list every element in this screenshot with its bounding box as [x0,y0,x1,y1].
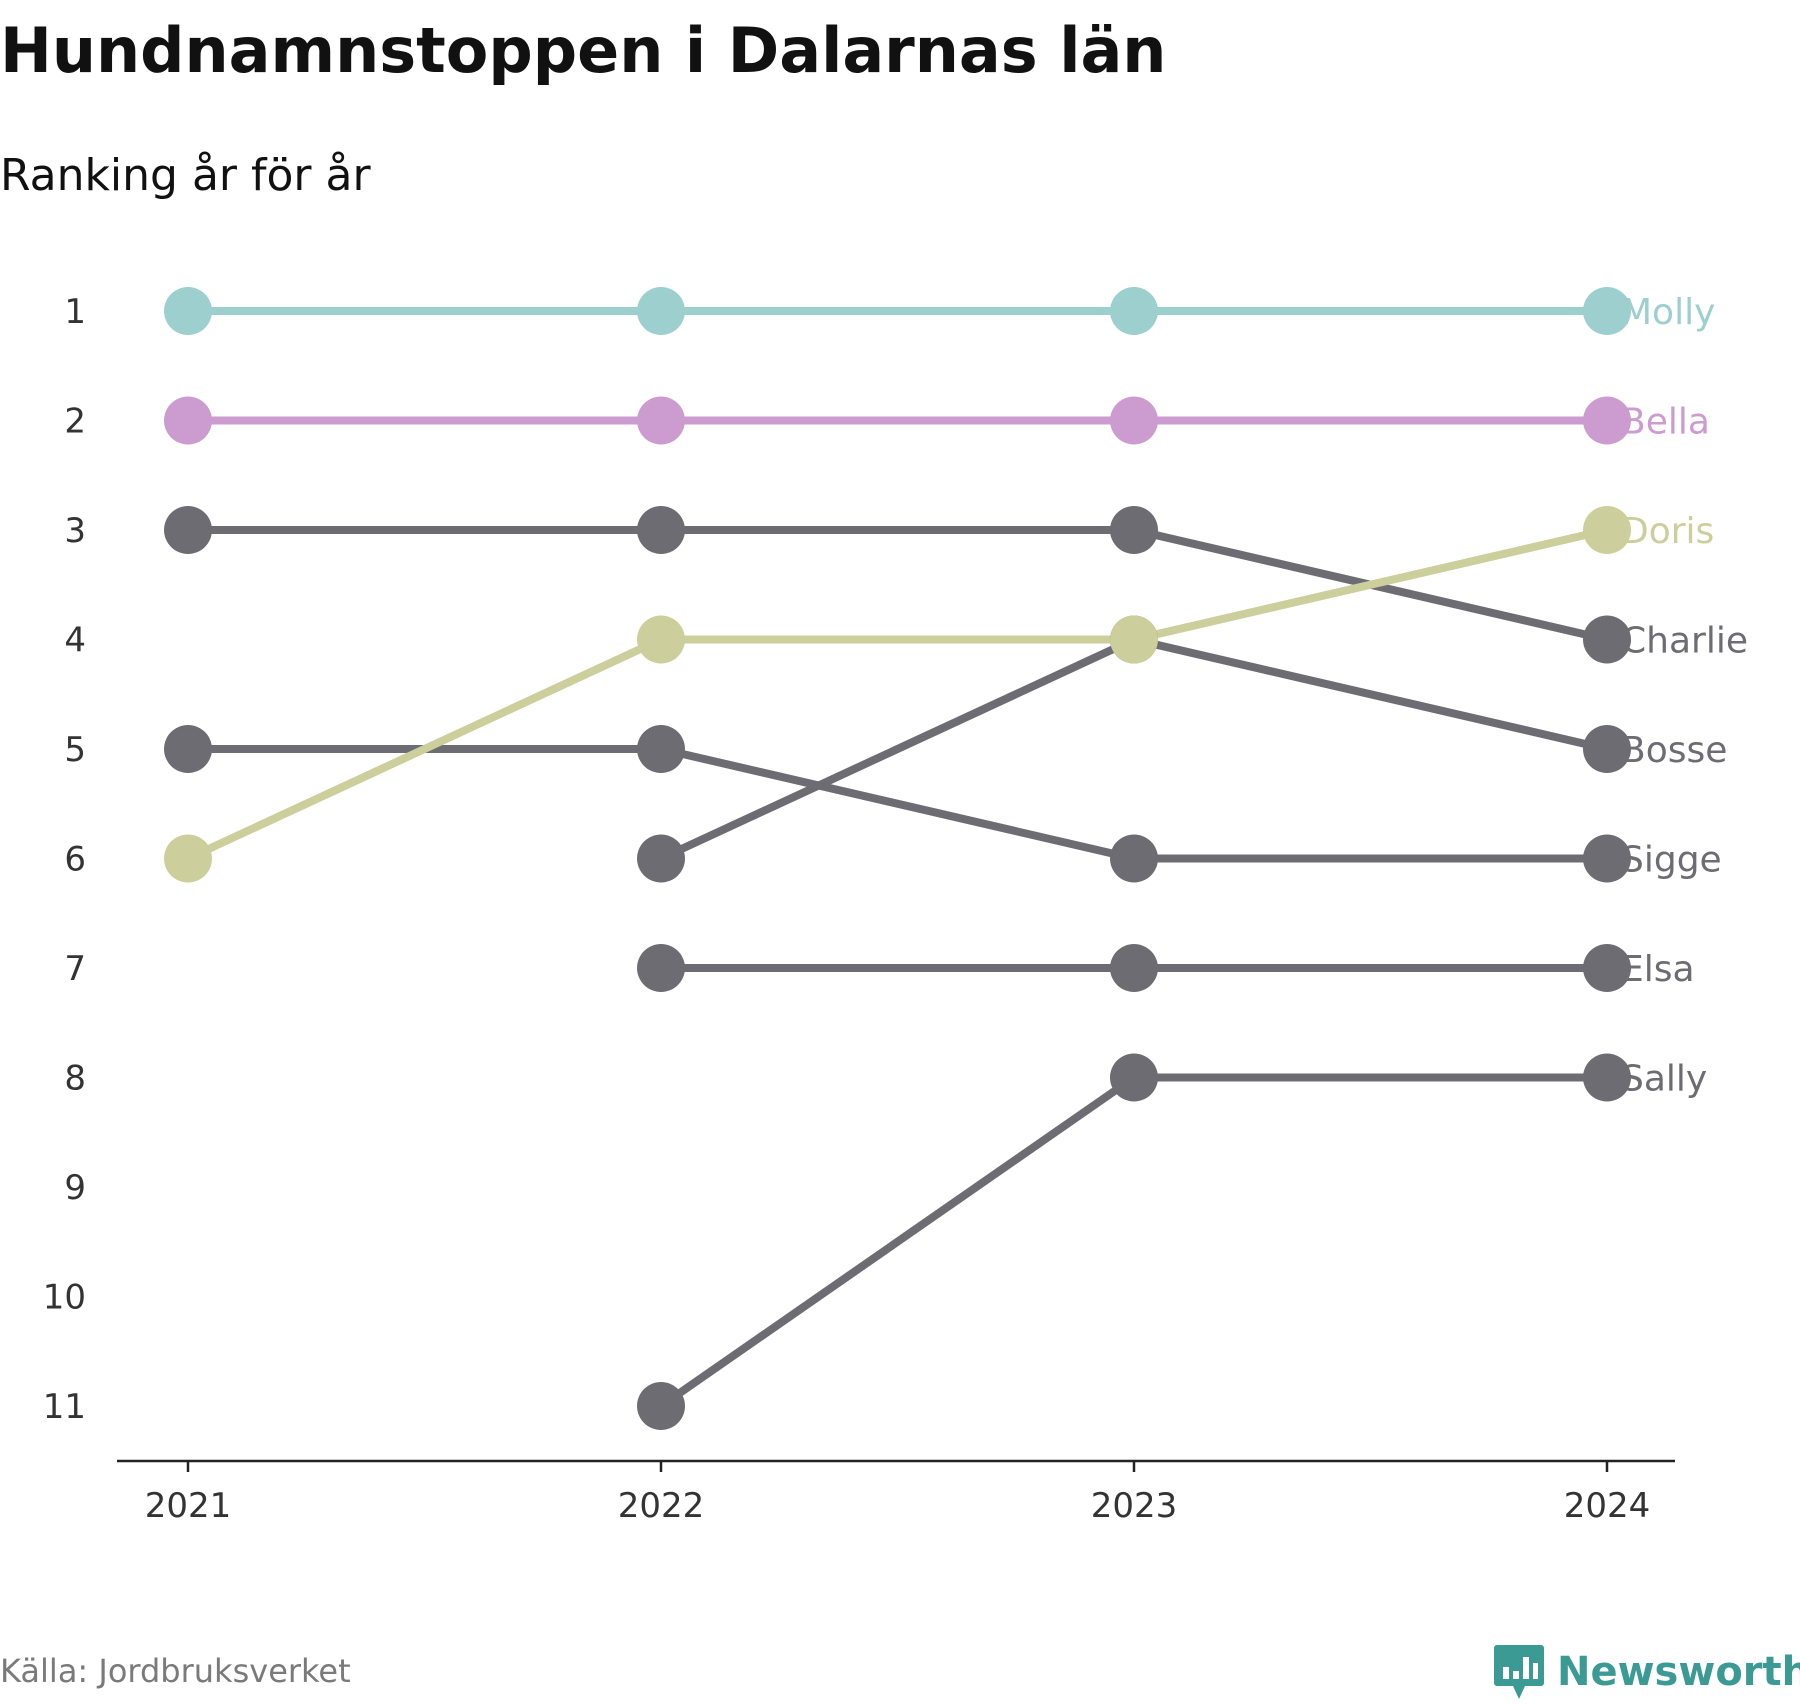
y-tick-label: 11 [43,1387,86,1427]
x-tick-label: 2024 [1564,1486,1651,1526]
series-point-bella [1110,396,1158,445]
y-tick-label: 9 [64,1168,86,1208]
bar-chart-icon [1494,1645,1544,1699]
series-point-elsa [1110,944,1158,992]
series-label-doris: Doris [1621,511,1714,552]
series-label-charlie: Charlie [1621,621,1748,662]
y-tick-label: 7 [64,949,86,989]
series-line-doris [186,526,1608,863]
y-tick-label: 4 [64,621,86,661]
series-label-molly: Molly [1621,292,1715,333]
x-tick-label: 2023 [1091,1486,1178,1526]
series-label-bella: Bella [1621,402,1710,443]
source-note: Källa: Jordbruksverket [0,1652,351,1690]
series-point-sally [1110,1053,1158,1102]
series-point-charlie [1583,615,1631,664]
series-point-sigge [164,725,212,773]
series-labels: Charlie Bosse Sigge Elsa Sally Molly Bella Dori… [1621,292,1748,1100]
y-tick-label: 1 [64,292,86,332]
brand-name: Newsworthy [1557,1649,1800,1695]
chart-title: Hundnamnstoppen i Dalarnas län [0,14,1167,87]
series-point-bella [164,396,212,445]
series-point-molly [1110,287,1158,335]
series-point-sigge [1110,834,1158,883]
series-point-elsa [637,944,685,992]
series-point-molly [164,287,212,335]
series-lines [186,307,1608,1410]
series-points [164,287,1631,1430]
series-point-bella [637,396,685,445]
series-point-charlie [637,506,685,554]
x-tick-label: 2021 [145,1486,232,1526]
series-point-sigge [1583,834,1631,883]
series-point-doris [164,834,212,883]
series-label-bosse: Bosse [1621,730,1727,771]
series-line-sally [658,1073,1607,1410]
y-axis-ticks: 1 2 3 4 5 6 7 8 9 10 11 [43,292,86,1427]
series-point-sigge [637,725,685,773]
series-line-bosse [659,635,1608,863]
newsworthy-brand: Newsworthy [1493,1640,1800,1704]
y-tick-label: 2 [64,402,86,442]
chart-subtitle: Ranking år för år [0,150,371,201]
y-tick-label: 5 [64,730,86,770]
x-axis: 2021 2022 2023 2024 [117,1459,1675,1526]
series-point-elsa [1583,944,1631,992]
series-label-sally: Sally [1621,1059,1707,1100]
series-point-bosse [1583,725,1631,773]
y-tick-label: 3 [64,511,86,551]
x-tick-label: 2022 [618,1486,705,1526]
series-point-molly [1583,287,1631,335]
y-tick-label: 10 [43,1278,86,1318]
series-label-sigge: Sigge [1621,840,1722,881]
series-line-sigge [188,745,1607,863]
series-point-sally [1583,1053,1631,1102]
series-label-elsa: Elsa [1621,949,1695,990]
y-tick-label: 6 [64,840,86,880]
series-point-doris [1110,615,1158,664]
y-tick-label: 8 [64,1059,86,1099]
series-point-doris [1583,506,1631,554]
series-point-sally [637,1382,685,1430]
series-point-molly [637,287,685,335]
series-point-charlie [1110,506,1158,554]
series-point-bosse [637,834,685,883]
series-line-charlie [188,526,1608,644]
series-point-charlie [164,506,212,554]
series-point-bella [1583,396,1631,445]
series-point-doris [637,615,685,664]
